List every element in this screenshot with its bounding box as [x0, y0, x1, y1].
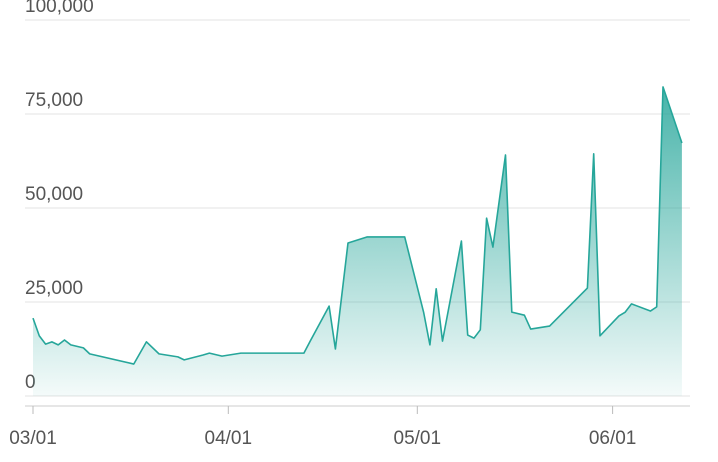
line: [32, 86, 683, 365]
y-tick-label: 100,000: [25, 0, 94, 17]
x-tick-label: 06/01: [589, 428, 637, 449]
x-tick-label: 04/01: [205, 428, 253, 449]
x-tick-label: 05/01: [394, 428, 442, 449]
y-tick-label: 0: [25, 372, 36, 393]
y-tick-label: 25,000: [25, 278, 83, 299]
y-tick-label: 75,000: [25, 90, 83, 111]
y-tick-label: 50,000: [25, 184, 83, 205]
x-tick-label: 03/01: [9, 428, 57, 449]
area: [33, 86, 682, 396]
